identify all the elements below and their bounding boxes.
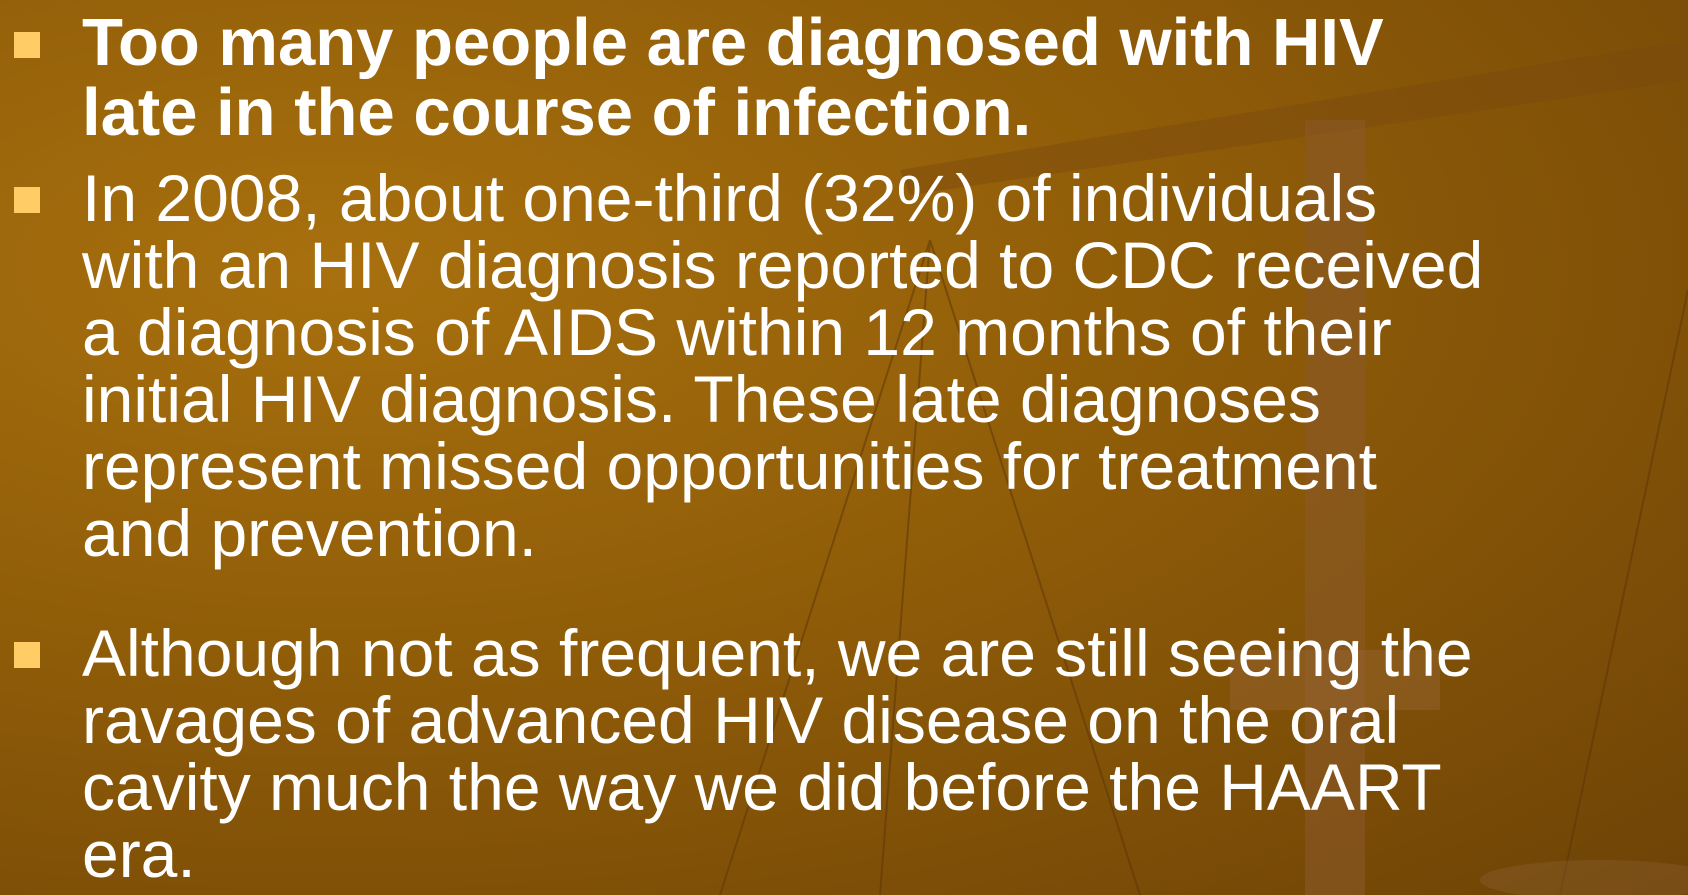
bullet-text: with an HIV diagnosis reported to CDC re… (82, 232, 1483, 298)
slide: Too many people are diagnosed with HIVla… (0, 0, 1688, 895)
bullet-marker (14, 32, 40, 58)
bullet-text: era. (82, 821, 196, 887)
bullet-text: and prevention. (82, 500, 537, 566)
bullet-text: late in the course of infection. (82, 80, 1031, 146)
bullet-text: Too many people are diagnosed with HIV (82, 10, 1384, 76)
bullet-text: Although not as frequent, we are still s… (82, 620, 1473, 686)
bullet-text: ravages of advanced HIV disease on the o… (82, 687, 1399, 753)
bullet-text: initial HIV diagnosis. These late diagno… (82, 366, 1321, 432)
bullet-marker (14, 642, 40, 668)
bullet-text: In 2008, about one-third (32%) of indivi… (82, 165, 1377, 231)
bullet-marker (14, 187, 40, 213)
bullet-text: represent missed opportunities for treat… (82, 433, 1377, 499)
bullet-text: cavity much the way we did before the HA… (82, 754, 1442, 820)
bullet-text: a diagnosis of AIDS within 12 months of … (82, 299, 1392, 365)
